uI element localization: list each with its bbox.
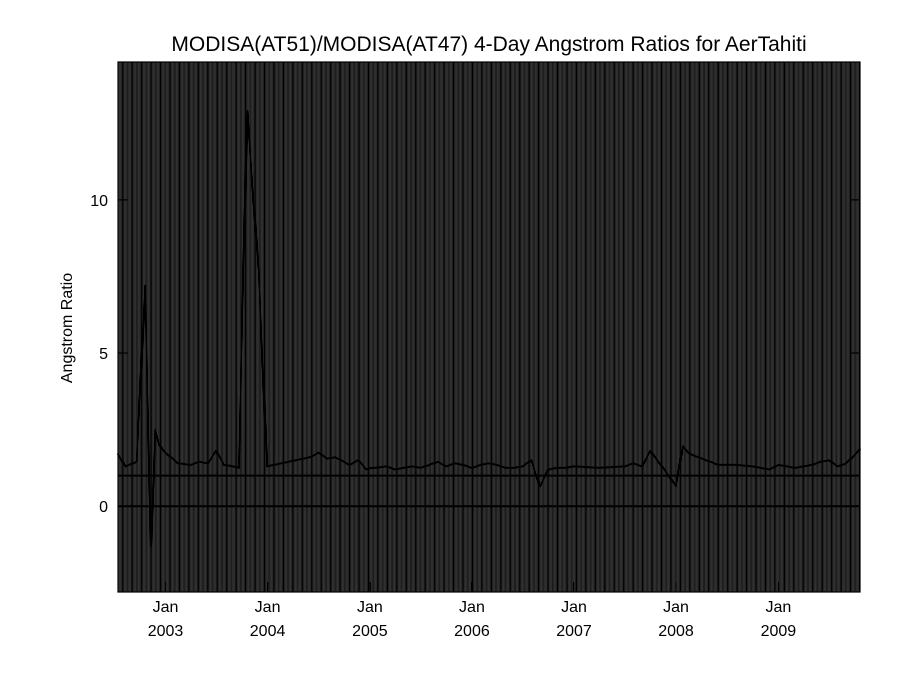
data-point <box>232 465 234 468</box>
x-tick-label-month: Jan <box>357 599 383 616</box>
data-point <box>215 450 218 452</box>
data-point <box>479 464 482 466</box>
series-group <box>117 110 861 547</box>
data-point <box>206 462 209 465</box>
data-point <box>177 462 180 465</box>
data-point <box>794 467 796 469</box>
x-tick-label-year: 2004 <box>250 623 286 640</box>
data-point <box>521 465 524 468</box>
data-point <box>394 468 396 471</box>
x-axis: Jan 2003 Jan 2004 Jan 2005 Jan 2006 Jan 2007 Jan 20… <box>148 582 797 640</box>
data-point <box>675 485 677 488</box>
data-point <box>223 464 226 466</box>
data-point <box>198 460 201 463</box>
x-tick-label-year: 2006 <box>454 623 490 640</box>
data-point <box>374 467 377 469</box>
x-tick-label-year: 2007 <box>556 623 592 640</box>
data-point <box>340 459 342 462</box>
x-tick-label-year: 2003 <box>148 623 184 640</box>
data-point <box>471 467 473 469</box>
data-point <box>717 464 720 466</box>
data-point <box>237 467 240 469</box>
y-tick-label: 0 <box>99 499 108 516</box>
data-point <box>573 465 575 468</box>
data-point <box>641 465 643 468</box>
data-point <box>348 464 351 466</box>
data-point <box>124 465 127 468</box>
data-point <box>845 462 848 465</box>
data-point <box>751 465 754 468</box>
data-point <box>144 284 147 287</box>
data-point <box>632 462 635 465</box>
data-point <box>150 545 152 547</box>
data-point <box>162 450 165 452</box>
data-point <box>357 459 360 462</box>
x-tick-label-year: 2008 <box>658 623 694 640</box>
data-point <box>158 444 161 446</box>
y-axis: 0 5 10 <box>90 193 860 516</box>
y-axis-label: Angstrom Ratio <box>59 273 76 383</box>
data-point <box>556 467 558 469</box>
data-point <box>811 464 813 466</box>
data-point <box>689 453 691 455</box>
reference-lines <box>118 474 860 508</box>
data-point <box>436 460 439 463</box>
data-point <box>334 456 337 459</box>
data-point <box>768 468 771 471</box>
data-point <box>385 465 388 468</box>
data-point <box>326 457 328 460</box>
data-point <box>681 445 684 448</box>
data-point <box>487 462 490 465</box>
data-point <box>623 465 626 468</box>
data-point <box>365 468 368 471</box>
plot-frame <box>117 61 861 593</box>
x-tick-label-month: Jan <box>561 599 587 616</box>
data-point <box>258 275 260 278</box>
x-tick-label-month: Jan <box>459 599 485 616</box>
data-point <box>547 468 550 471</box>
data-point <box>828 459 830 462</box>
data-point <box>649 450 652 452</box>
x-tick-label-month: Jan <box>255 599 281 616</box>
data-point <box>317 451 320 454</box>
data-point <box>663 468 666 471</box>
data-point <box>598 467 601 469</box>
data-point <box>370 467 372 469</box>
data-point <box>504 467 507 469</box>
data-point <box>419 467 422 469</box>
data-point <box>154 428 157 431</box>
data-point <box>819 460 822 463</box>
x-tick-label-month: Jan <box>765 599 791 616</box>
data-point <box>462 464 465 466</box>
data-point <box>135 460 138 463</box>
y-tick-label: 10 <box>90 193 108 210</box>
data-point <box>189 464 192 466</box>
data-point <box>836 465 839 468</box>
x-tick-label-month: Jan <box>153 599 179 616</box>
grid-lines <box>117 62 860 592</box>
data-point <box>454 462 456 465</box>
data-point <box>309 456 311 459</box>
chart-title: MODISA(AT51)/MODISA(AT47) 4-Day Angstrom… <box>171 33 806 56</box>
data-point <box>246 110 249 112</box>
data-point <box>530 459 533 462</box>
x-tick-label-year: 2009 <box>761 623 797 640</box>
data-point <box>777 464 780 466</box>
data-point <box>539 485 541 488</box>
data-point <box>564 467 567 469</box>
x-tick-label-year: 2005 <box>352 623 388 640</box>
x-tick-label-month: Jan <box>663 599 689 616</box>
data-point <box>496 464 498 466</box>
data-point <box>428 464 431 466</box>
data-point <box>734 464 737 466</box>
data-point <box>445 465 448 468</box>
data-point <box>402 467 405 469</box>
data-point <box>513 467 516 469</box>
data-point <box>266 465 268 468</box>
data-point <box>411 465 413 468</box>
y-tick-label: 5 <box>99 346 108 363</box>
